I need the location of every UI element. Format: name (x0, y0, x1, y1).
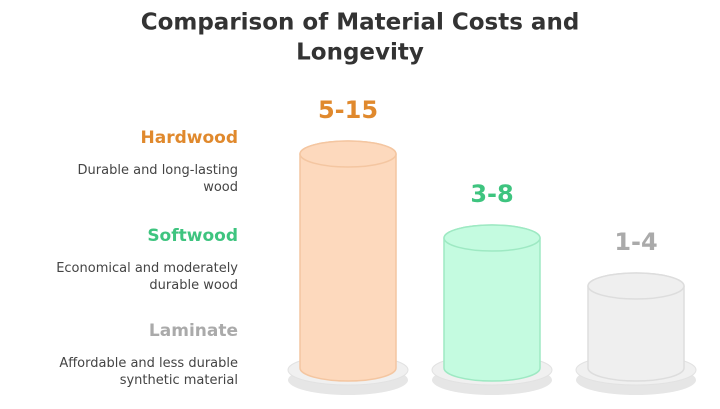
cylinder-top (443, 224, 541, 252)
item-text: Hardwood Durable and long-lasting wood (20, 128, 238, 196)
description-line: synthetic material (119, 373, 238, 388)
description-line: wood (203, 180, 238, 195)
description-line: durable wood (149, 278, 238, 293)
description-line: Durable and long-lasting (77, 163, 238, 178)
item-text: Softwood Economical and moderately durable… (20, 226, 238, 294)
value-label: 3-8 (470, 180, 513, 208)
description-line: Economical and moderately (56, 261, 238, 276)
title: Comparison of Material Costs and (141, 10, 580, 36)
cylinder-top (587, 272, 685, 300)
item-name: Softwood (147, 226, 238, 246)
item-text: Laminate Affordable and less durable synth… (20, 321, 238, 389)
item-description: Durable and long-lasting wood (20, 162, 238, 196)
item-description: Affordable and less durable synthetic mat… (20, 355, 238, 389)
item-name: Laminate (148, 321, 238, 341)
cylinder-top (299, 140, 397, 168)
value-label: 1-4 (614, 228, 657, 256)
title: Longevity (296, 40, 424, 66)
item-name: Hardwood (140, 128, 238, 148)
description-line: Affordable and less durable (59, 356, 238, 371)
cylinder (299, 140, 397, 382)
item-description: Economical and moderately durable wood (20, 260, 238, 294)
value-label: 5-15 (318, 96, 378, 124)
